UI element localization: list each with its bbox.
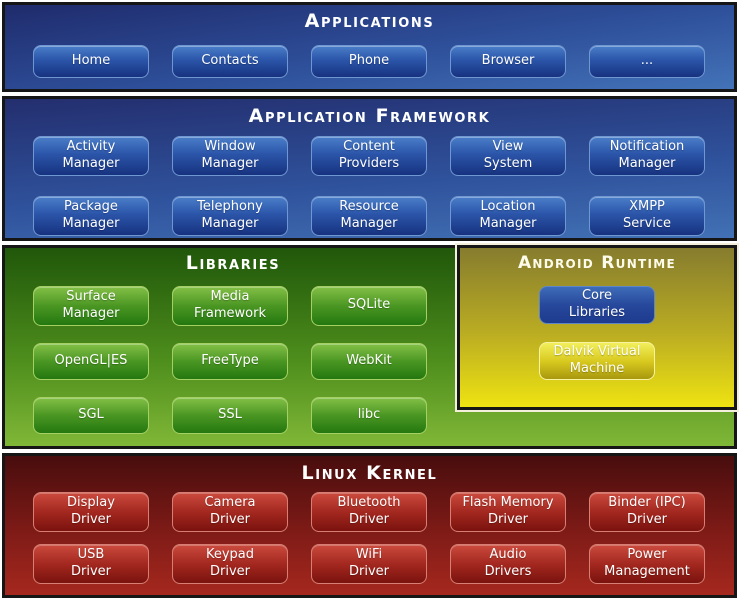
section-libraries: Libraries Surface Manager Media Framewor…: [2, 243, 739, 449]
block-opengl-es: OpenGL|ES: [33, 342, 149, 380]
applications-button-row: Home Contacts Phone Browser ...: [33, 44, 734, 78]
section-application-framework: Application Framework Activity Manager W…: [2, 96, 737, 241]
block-content-providers: Content Providers: [311, 135, 427, 176]
block-telephony-manager: Telephony Manager: [172, 195, 288, 236]
block-notification-manager: Notification Manager: [589, 135, 705, 176]
block-dalvik-virtual-machine: Dalvik Virtual Machine: [539, 341, 655, 380]
block-window-manager: Window Manager: [172, 135, 288, 176]
section-linux-kernel: Linux Kernel Display Driver Camera Drive…: [2, 453, 737, 598]
block-phone: Phone: [311, 44, 427, 78]
kernel-button-grid: Display Driver Camera Driver Bluetooth D…: [33, 491, 734, 584]
linux-kernel-title: Linux Kernel: [301, 462, 438, 484]
block-media-framework: Media Framework: [172, 285, 288, 326]
block-sqlite: SQLite: [311, 285, 427, 326]
block-binder-ipc-driver: Binder (IPC) Driver: [589, 491, 705, 532]
block-activity-manager: Activity Manager: [33, 135, 149, 176]
block-wifi-driver: WiFi Driver: [311, 543, 427, 584]
block-xmpp-service: XMPP Service: [589, 195, 705, 236]
block-contacts: Contacts: [172, 44, 288, 78]
application-framework-title: Application Framework: [248, 105, 491, 127]
block-location-manager: Location Manager: [450, 195, 566, 236]
panel-android-runtime: Android Runtime Core Libraries Dalvik Vi…: [455, 243, 739, 412]
block-ssl: SSL: [172, 396, 288, 434]
libraries-button-grid: Surface Manager Media Framework SQLite O…: [33, 285, 734, 434]
block-freetype: FreeType: [172, 342, 288, 380]
block-bluetooth-driver: Bluetooth Driver: [311, 491, 427, 532]
block-resource-manager: Resource Manager: [311, 195, 427, 236]
block-view-system: View System: [450, 135, 566, 176]
block-package-manager: Package Manager: [33, 195, 149, 236]
block-keypad-driver: Keypad Driver: [172, 543, 288, 584]
block-display-driver: Display Driver: [33, 491, 149, 532]
block-libc: libc: [311, 396, 427, 434]
block-home: Home: [33, 44, 149, 78]
block-core-libraries: Core Libraries: [539, 285, 655, 324]
section-applications: Applications Home Contacts Phone Browser…: [2, 2, 737, 92]
framework-button-grid: Activity Manager Window Manager Content …: [33, 135, 734, 236]
block-more-apps: ...: [589, 44, 705, 78]
block-audio-drivers: Audio Drivers: [450, 543, 566, 584]
block-browser: Browser: [450, 44, 566, 78]
android-runtime-title: Android Runtime: [517, 253, 677, 273]
applications-title: Applications: [304, 10, 435, 32]
block-sgl: SGL: [33, 396, 149, 434]
block-power-management: Power Management: [589, 543, 705, 584]
block-usb-driver: USB Driver: [33, 543, 149, 584]
block-camera-driver: Camera Driver: [172, 491, 288, 532]
block-webkit: WebKit: [311, 342, 427, 380]
block-flash-memory-driver: Flash Memory Driver: [450, 491, 566, 532]
block-surface-manager: Surface Manager: [33, 285, 149, 326]
libraries-title: Libraries: [185, 252, 281, 274]
